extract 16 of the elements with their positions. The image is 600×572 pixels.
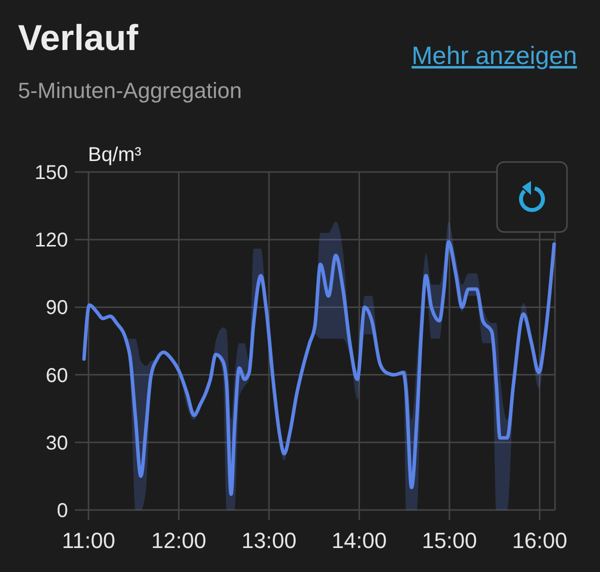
x-tick-label: 15:00 <box>422 528 477 553</box>
y-tick-label: 60 <box>46 364 68 387</box>
chart-subtitle: 5-Minuten-Aggregation <box>18 78 242 103</box>
y-tick-label: 30 <box>46 432 68 454</box>
chart-title: Verlauf <box>18 17 140 58</box>
y-tick-label: 0 <box>56 500 68 522</box>
y-tick-label: 90 <box>46 297 68 320</box>
x-tick-label: 16:00 <box>512 528 568 553</box>
x-tick-label: 13:00 <box>241 528 297 553</box>
x-tick-label: 12:00 <box>151 528 206 553</box>
x-tick-label: 11:00 <box>62 528 116 553</box>
y-axis-title: Bq/m³ <box>88 144 142 166</box>
y-tick-label: 150 <box>34 162 68 184</box>
y-tick-label: 120 <box>34 230 68 252</box>
x-tick-label: 14:00 <box>332 528 387 553</box>
text: Mehr anzeigen <box>412 42 577 70</box>
